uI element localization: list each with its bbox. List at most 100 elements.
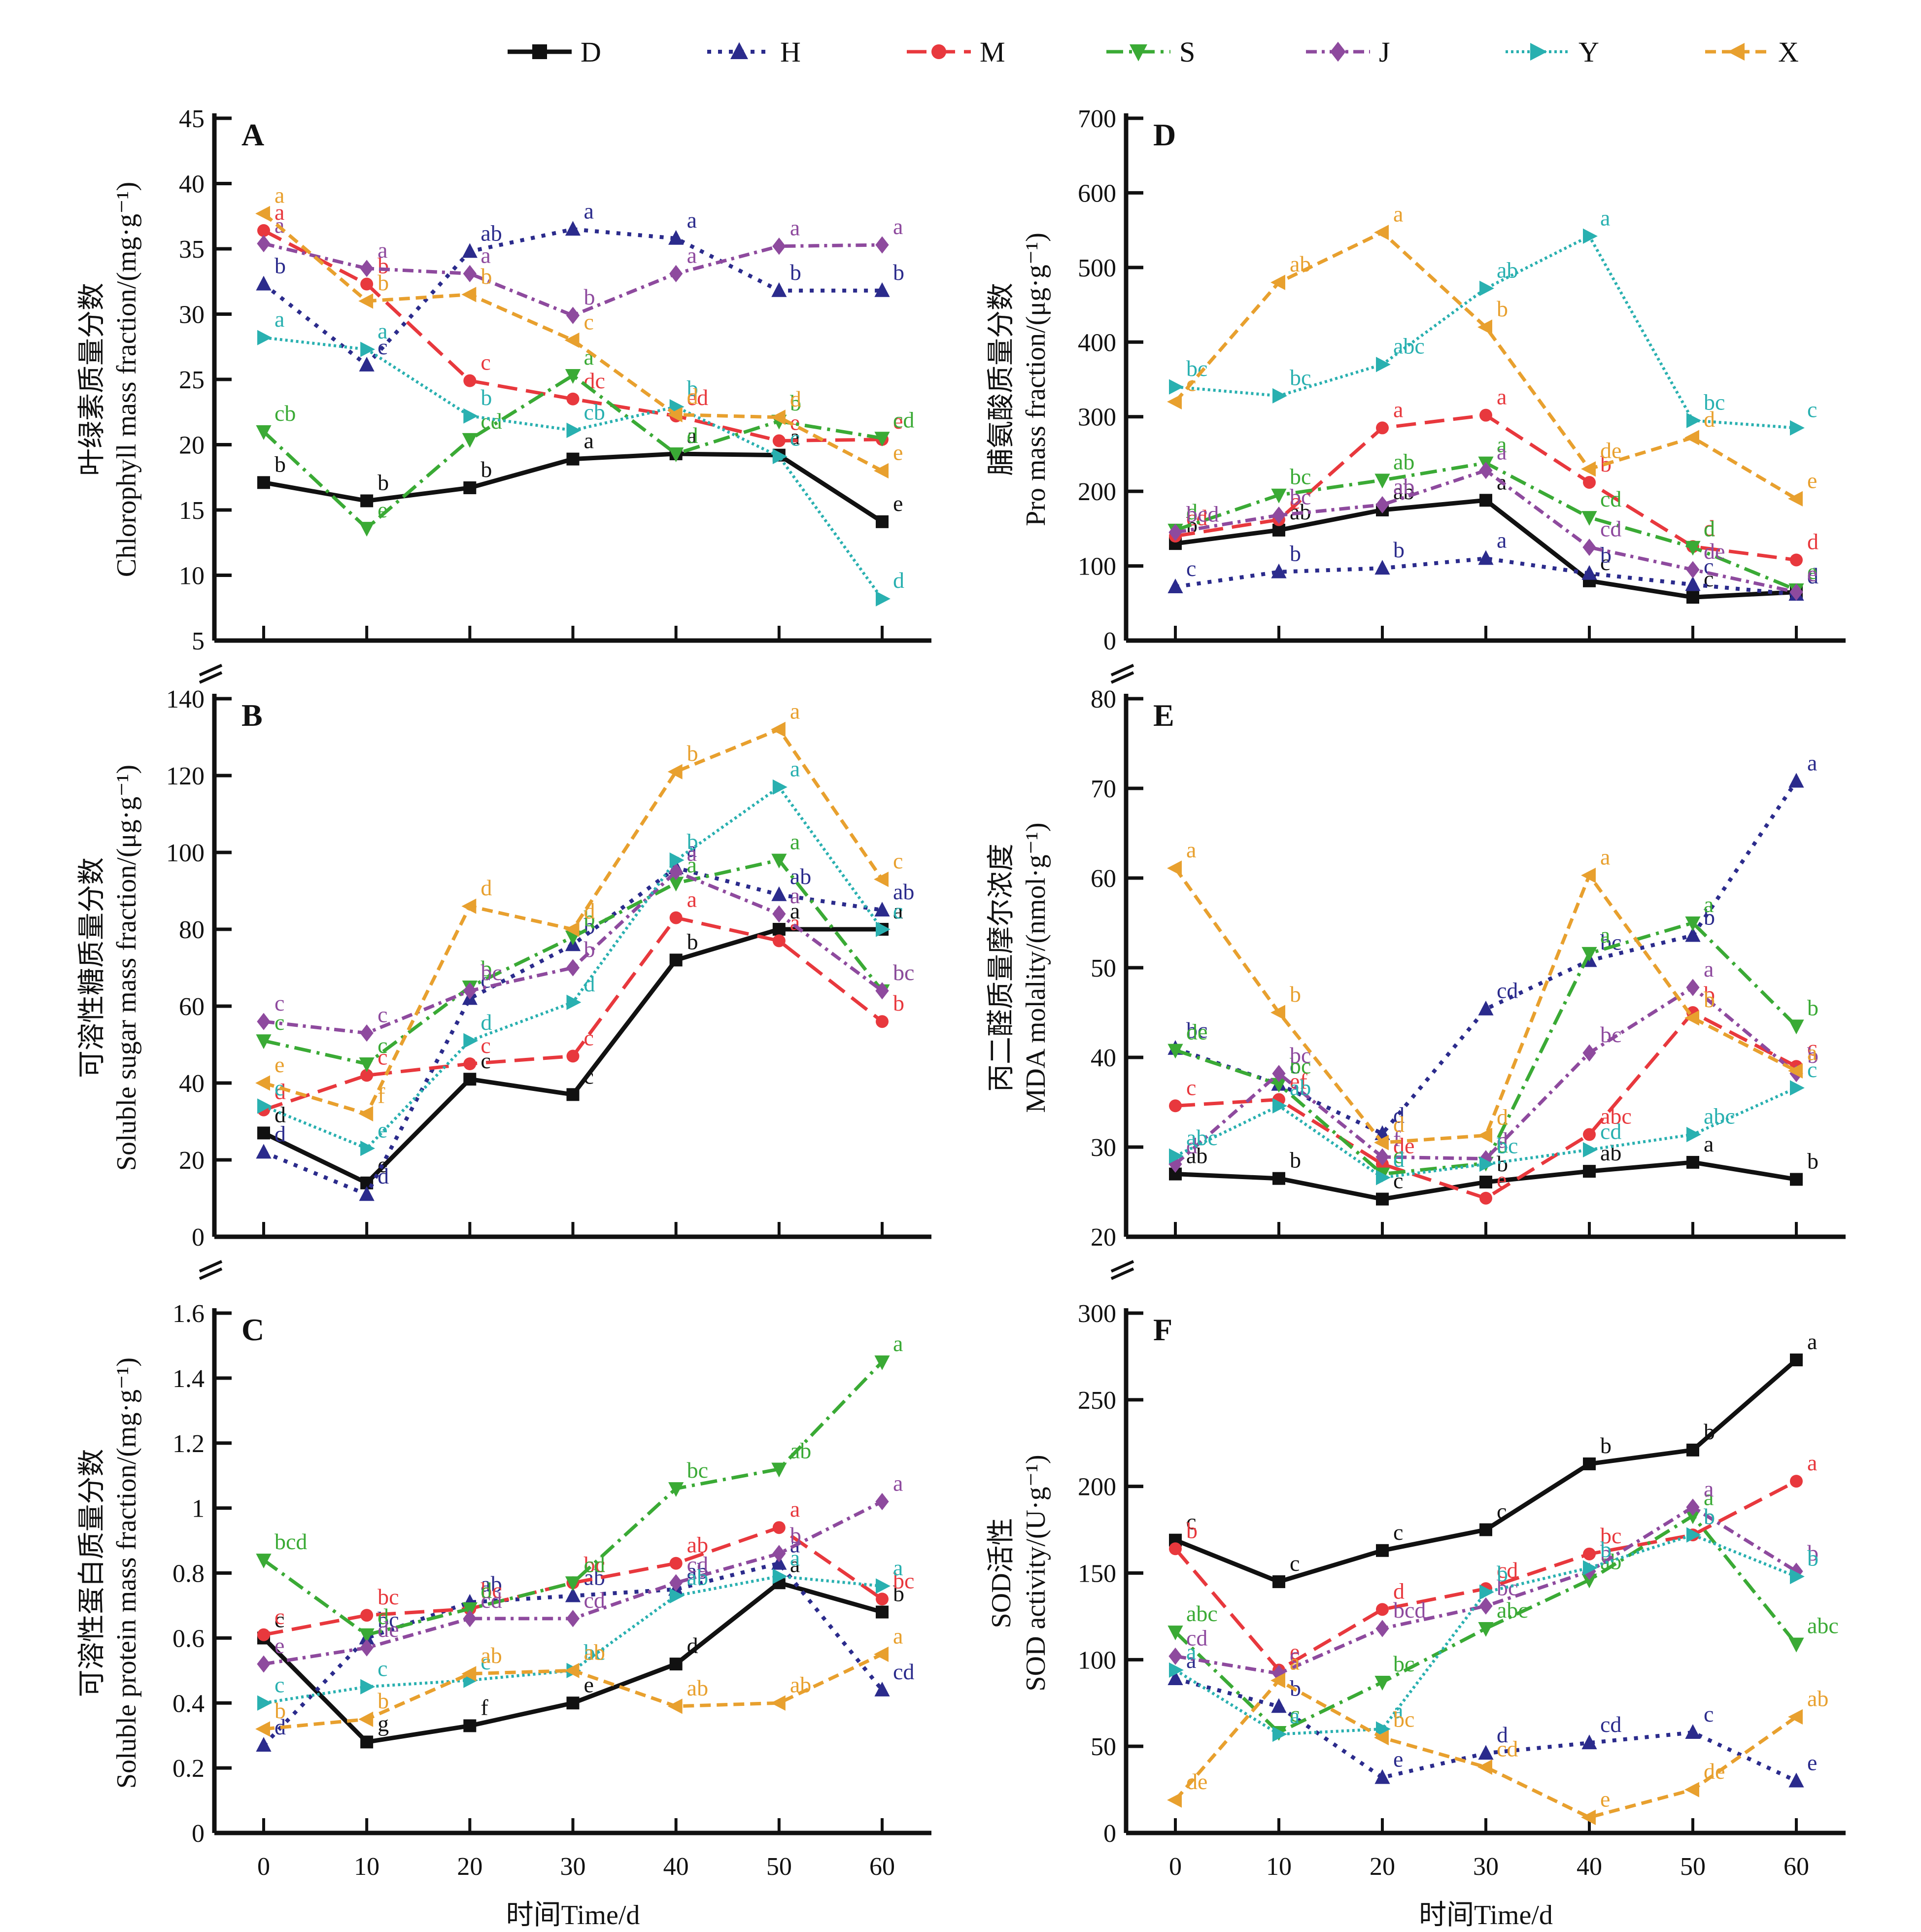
y-axis-title-cn: 可溶性糖质量分数 <box>77 857 107 1078</box>
data-point <box>256 1554 272 1569</box>
significance-label: dc <box>584 368 605 393</box>
data-point <box>1271 1078 1287 1093</box>
data-point <box>669 852 685 868</box>
series-d: ab bcb ab ab <box>1169 1131 1818 1206</box>
y-tick-label: 0.4 <box>172 1690 205 1718</box>
significance-label: d <box>480 1578 492 1603</box>
significance-label: c <box>1807 1035 1817 1060</box>
significance-label: cd <box>1600 486 1621 511</box>
significance-label: c <box>480 1048 490 1073</box>
data-point <box>770 721 786 737</box>
legend-item-m: M <box>907 36 1005 68</box>
data-point <box>358 1106 374 1121</box>
data-point <box>566 1696 580 1710</box>
data-point <box>1477 1127 1492 1143</box>
data-point <box>1272 1065 1286 1083</box>
legend-item-s: S <box>1106 36 1195 68</box>
data-point <box>1477 319 1492 335</box>
data-point <box>1788 1772 1804 1788</box>
data-point <box>360 1024 374 1042</box>
data-point <box>1686 1527 1701 1543</box>
significance-label: cd <box>480 1588 502 1613</box>
data-point <box>566 392 580 406</box>
legend-item-h: H <box>707 36 801 68</box>
data-point <box>874 1681 890 1696</box>
significance-label: bc <box>893 960 914 985</box>
y-tick-label: 30 <box>179 301 205 329</box>
x-tick-label: 10 <box>1266 1853 1292 1881</box>
significance-label: d <box>1497 1128 1508 1153</box>
data-point <box>876 1593 889 1606</box>
significance-label: b <box>687 929 698 954</box>
significance-label: b <box>1186 512 1198 538</box>
significance-label: ab <box>480 1571 502 1596</box>
data-point <box>1581 947 1597 962</box>
significance-label: bc <box>480 960 502 985</box>
significance-label: b <box>377 270 389 295</box>
data-point <box>1376 1192 1389 1206</box>
panel-letter: F <box>1153 1312 1172 1347</box>
significance-label: e <box>893 440 903 465</box>
data-point <box>255 1075 270 1091</box>
significance-label: a <box>274 306 284 332</box>
x-axis-title: 时间Time/d <box>1419 1900 1553 1931</box>
significance-label: bcd <box>1186 501 1219 526</box>
y-tick-label: 500 <box>1078 254 1116 282</box>
data-point <box>1583 1142 1598 1158</box>
data-point <box>1270 1672 1285 1689</box>
data-point <box>1581 1573 1597 1589</box>
data-point <box>1169 1542 1182 1556</box>
data-point <box>667 407 683 423</box>
data-point <box>669 1557 683 1570</box>
data-point <box>1686 1498 1700 1516</box>
significance-label: c <box>1186 1075 1196 1100</box>
significance-label: a <box>1186 837 1196 862</box>
significance-label: a <box>1497 440 1507 465</box>
significance-label: a <box>1393 1698 1403 1723</box>
significance-label: e <box>1290 1639 1300 1664</box>
data-point <box>564 332 580 348</box>
significance-label: c <box>274 1604 284 1629</box>
data-point <box>772 923 786 936</box>
data-point <box>772 1521 786 1534</box>
significance-label: bc <box>1290 365 1311 390</box>
significance-label: f <box>1393 1126 1401 1151</box>
data-point <box>1479 1156 1494 1172</box>
significance-label: bc <box>1290 1053 1311 1079</box>
series-line <box>263 229 883 443</box>
x-tick-label: 60 <box>869 1853 895 1881</box>
significance-label: cd <box>1186 1625 1207 1650</box>
data-point <box>874 282 890 297</box>
data-point <box>565 221 581 236</box>
y-axis-title-en: Chlorophyll mass fraction/(mg·g⁻¹) <box>111 182 142 577</box>
significance-label: a <box>790 698 800 723</box>
axis-break-mark <box>199 1260 223 1280</box>
data-point <box>257 1098 272 1114</box>
data-point <box>772 934 786 948</box>
y-tick-label: 45 <box>179 105 205 133</box>
significance-label: cd <box>687 1552 708 1577</box>
significance-label: d <box>1393 1112 1405 1137</box>
data-point <box>359 522 375 537</box>
data-point <box>1272 1664 1286 1683</box>
significance-label: ab <box>687 1675 708 1700</box>
data-point <box>1479 1191 1492 1205</box>
significance-label: e <box>893 491 903 516</box>
significance-label: d <box>274 1121 286 1146</box>
panel-letter: E <box>1153 698 1174 733</box>
data-point <box>360 1679 376 1695</box>
significance-label: a <box>1393 202 1403 227</box>
significance-label: a <box>1600 922 1610 948</box>
y-tick-label: 20 <box>179 432 205 460</box>
data-point <box>1168 1647 1182 1665</box>
significance-label: a <box>893 1331 903 1356</box>
data-point <box>1167 1792 1182 1808</box>
data-point <box>255 205 270 222</box>
significance-label: b <box>893 1581 904 1606</box>
data-point <box>1788 1063 1803 1079</box>
significance-label: b <box>687 829 698 854</box>
data-point <box>1478 1745 1494 1760</box>
